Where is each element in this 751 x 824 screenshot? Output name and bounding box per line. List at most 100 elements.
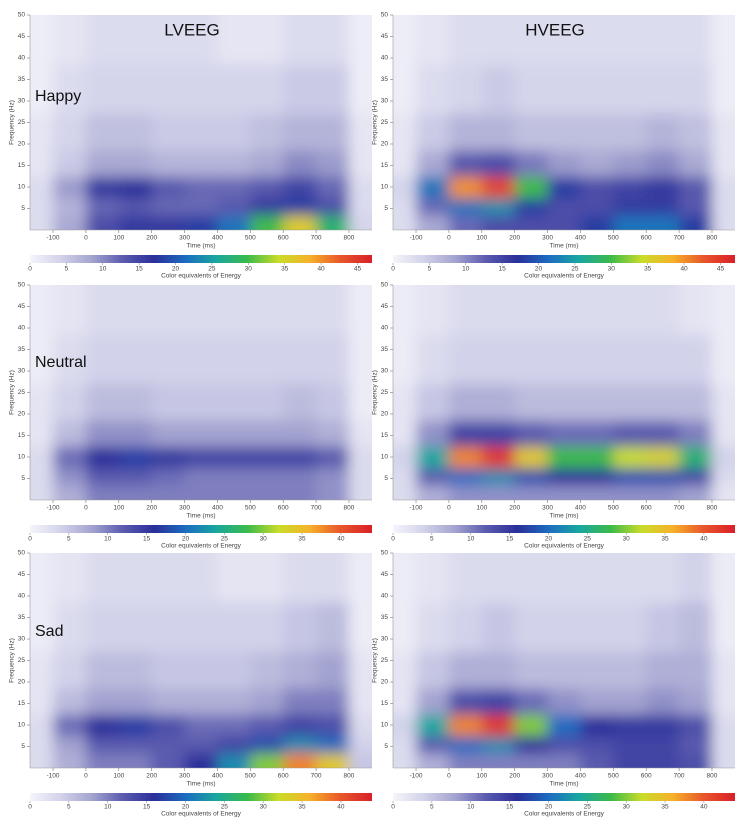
energy-cell <box>393 150 417 177</box>
energy-cell <box>217 446 251 469</box>
x-tick-label: 800 <box>707 773 718 780</box>
energy-cell <box>580 285 614 335</box>
colorbar-tick-label: 20 <box>535 266 543 273</box>
energy-cell <box>679 214 713 230</box>
energy-cell <box>316 113 350 151</box>
energy-cell <box>151 651 186 689</box>
energy-cell <box>283 285 317 335</box>
energy-cell <box>613 214 647 230</box>
y-tick-label: 15 <box>18 700 26 707</box>
energy-cell <box>679 446 713 469</box>
energy-cell <box>679 484 713 500</box>
colorbar-tick-label: 25 <box>571 266 579 273</box>
y-tick-label: 50 <box>18 550 26 557</box>
energy-cell <box>151 484 186 500</box>
energy-cell <box>30 602 54 653</box>
energy-cell <box>646 285 680 335</box>
energy-cell <box>151 113 186 151</box>
energy-cell <box>679 688 713 715</box>
y-tick-label: 5 <box>384 475 388 482</box>
energy-cell <box>151 197 186 216</box>
y-tick-label: 35 <box>18 76 26 83</box>
energy-cell <box>613 553 647 603</box>
energy-cell <box>547 735 581 754</box>
energy-cell <box>53 15 87 65</box>
energy-cell <box>316 334 350 385</box>
y-tick-label: 15 <box>381 700 389 707</box>
energy-cell <box>217 714 251 737</box>
energy-cell <box>283 651 317 689</box>
y-tick-label: 10 <box>381 722 389 729</box>
energy-cell <box>448 602 483 653</box>
energy-cell <box>250 150 284 177</box>
colorbar-tick-label: 40 <box>700 536 708 543</box>
energy-cell <box>53 602 87 653</box>
energy-cell <box>85 714 120 737</box>
energy-cell <box>118 420 153 447</box>
energy-cell <box>514 446 549 469</box>
colorbar <box>30 793 372 801</box>
energy-cell <box>580 467 614 486</box>
plot-area <box>30 285 372 500</box>
energy-cell <box>250 553 284 603</box>
energy-cell <box>250 484 284 500</box>
colorbar-tick-label: 10 <box>104 804 112 811</box>
energy-cell <box>184 467 218 486</box>
energy-cell <box>580 420 614 447</box>
energy-cell <box>184 176 218 199</box>
colorbar <box>30 255 372 263</box>
energy-cell <box>250 334 284 385</box>
energy-cell <box>30 285 54 335</box>
energy-cell <box>711 484 735 500</box>
energy-cell <box>514 285 549 335</box>
energy-cell <box>547 752 581 768</box>
energy-cell <box>514 113 549 151</box>
energy-cell <box>184 446 218 469</box>
x-tick-label: 400 <box>575 235 586 242</box>
energy-cell <box>348 197 372 216</box>
energy-cell <box>580 484 614 500</box>
energy-cell <box>481 688 516 715</box>
energy-cell <box>646 735 680 754</box>
x-tick-label: 300 <box>179 773 190 780</box>
energy-cell <box>580 446 614 469</box>
energy-cell <box>679 714 713 737</box>
energy-cell <box>646 467 680 486</box>
energy-cell <box>547 214 581 230</box>
energy-cell <box>416 64 450 115</box>
energy-cell <box>283 602 317 653</box>
energy-cell <box>118 446 153 469</box>
energy-cell <box>448 285 483 335</box>
energy-cell <box>613 688 647 715</box>
energy-cell <box>184 15 218 65</box>
energy-cell <box>448 752 483 768</box>
energy-cell <box>514 150 549 177</box>
energy-cell <box>547 150 581 177</box>
energy-cell <box>711 15 735 65</box>
x-tick-label: 700 <box>311 773 322 780</box>
energy-cell <box>250 602 284 653</box>
energy-cell <box>613 467 647 486</box>
energy-cell <box>481 285 516 335</box>
energy-cell <box>118 334 153 385</box>
energy-cell <box>85 214 120 230</box>
column-label: LVEEG <box>164 20 219 39</box>
column-label: HVEEG <box>525 20 585 39</box>
energy-cell <box>547 15 581 65</box>
y-tick-label: 50 <box>381 550 389 557</box>
energy-cell <box>118 651 153 689</box>
energy-cell <box>151 383 186 421</box>
energy-cell <box>283 735 317 754</box>
energy-cell <box>416 113 450 151</box>
energy-cell <box>151 467 186 486</box>
heatmap <box>393 553 735 768</box>
y-tick-label: 35 <box>381 614 389 621</box>
energy-cell <box>30 553 54 603</box>
x-tick-label: 200 <box>509 505 520 512</box>
energy-cell <box>316 176 350 199</box>
plot-area <box>30 553 372 768</box>
energy-cell <box>53 383 87 421</box>
energy-cell <box>481 651 516 689</box>
colorbar-tick-label: 5 <box>430 804 434 811</box>
energy-cell <box>679 383 713 421</box>
